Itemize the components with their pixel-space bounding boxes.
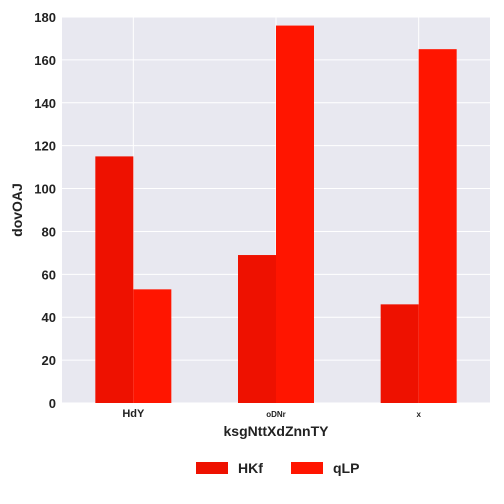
bar	[418, 49, 457, 404]
y-tick-label: 0	[49, 396, 56, 411]
bars	[95, 25, 457, 404]
legend-swatch	[291, 462, 323, 474]
bar	[276, 25, 314, 403]
y-tick-label: 80	[42, 224, 56, 239]
x-tick-label: oDNr	[266, 410, 286, 419]
x-tick-label: HdY	[122, 408, 145, 420]
y-tick-label: 120	[34, 139, 56, 154]
y-tick-label: 140	[34, 96, 56, 111]
y-tick-label: 160	[34, 53, 56, 68]
y-tick-label: 40	[42, 310, 56, 325]
bar	[380, 304, 419, 403]
legend: HKf qLP	[196, 460, 359, 476]
x-axis-title: ksgNttXdZnnTY	[224, 423, 330, 439]
y-tick-label: 180	[34, 10, 56, 25]
bar	[95, 156, 134, 403]
bar	[133, 289, 172, 403]
x-tick-label: x	[416, 410, 421, 419]
y-axis-title: dovOAJ	[9, 183, 25, 237]
y-tick-label: 100	[34, 182, 56, 197]
legend-label: qLP	[333, 460, 359, 476]
legend-swatch	[196, 462, 228, 474]
x-axis-ticks: HdY oDNr x	[122, 408, 421, 420]
y-tick-label: 60	[42, 267, 56, 282]
y-tick-label: 20	[42, 353, 56, 368]
bar	[238, 255, 276, 403]
y-axis-ticks: 0 20 40 60 80 100 120 140 160 180	[34, 10, 56, 411]
legend-label: HKf	[238, 460, 263, 476]
